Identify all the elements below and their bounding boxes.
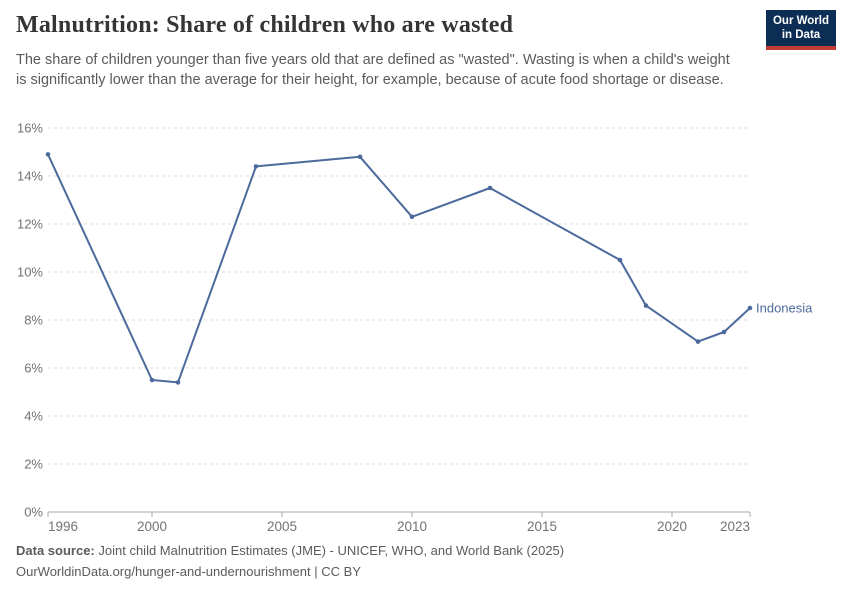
data-point-marker (643, 303, 649, 308)
data-point-marker (45, 152, 51, 157)
data-point-marker (253, 164, 259, 169)
x-axis-label: 2010 (397, 519, 427, 534)
chart-footer: Data source: Joint child Malnutrition Es… (16, 540, 564, 582)
y-axis-label: 2% (24, 457, 43, 472)
x-axis-label: 2000 (137, 519, 167, 534)
y-axis-label: 12% (17, 217, 43, 232)
data-point-marker (617, 257, 623, 263)
data-source-label: Data source: (16, 543, 95, 558)
x-axis-label: 2020 (657, 519, 687, 534)
attribution-line[interactable]: OurWorldinData.org/hunger-and-undernouri… (16, 564, 361, 579)
chart-subtitle: The share of children younger than five … (16, 52, 730, 88)
y-axis-label: 16% (17, 121, 43, 136)
owid-logo-line2: in Data (781, 28, 821, 41)
line-chart: 0% 2% 4% 6% 8% 10% 12% 14% 16% 1996 2000 2005 2010 20… (17, 121, 813, 535)
data-point-marker (409, 214, 415, 220)
data-point-marker (721, 329, 727, 335)
x-axis-label: 1996 (48, 519, 78, 534)
page-title: Malnutrition: Share of children who are … (16, 12, 514, 38)
y-axis-label: 4% (24, 409, 43, 424)
owid-logo[interactable]: Our World in Data (766, 10, 836, 50)
x-axis-label: 2015 (527, 519, 557, 534)
data-line-indonesia (47, 153, 751, 384)
series-label-indonesia: Indonesia (756, 301, 813, 316)
y-axis-label: 6% (24, 361, 43, 376)
data-source-text: Joint child Malnutrition Estimates (JME)… (98, 543, 565, 558)
x-axis-label: 2005 (267, 519, 297, 534)
data-point-marker (747, 305, 753, 311)
y-axis-label: 10% (17, 265, 43, 280)
data-point-marker (175, 380, 181, 385)
data-point-marker (487, 185, 493, 191)
owid-logo-line1: Our World (772, 15, 829, 27)
x-axis-label: 2023 (720, 519, 750, 534)
y-axis-label: 0% (24, 505, 43, 520)
y-axis-label: 14% (17, 169, 43, 184)
data-point-marker (357, 154, 363, 160)
data-source-line: Data source: Joint child Malnutrition Es… (16, 540, 564, 561)
y-axis-label: 8% (24, 313, 43, 328)
data-point-marker (149, 377, 155, 383)
data-point-marker (695, 339, 701, 344)
